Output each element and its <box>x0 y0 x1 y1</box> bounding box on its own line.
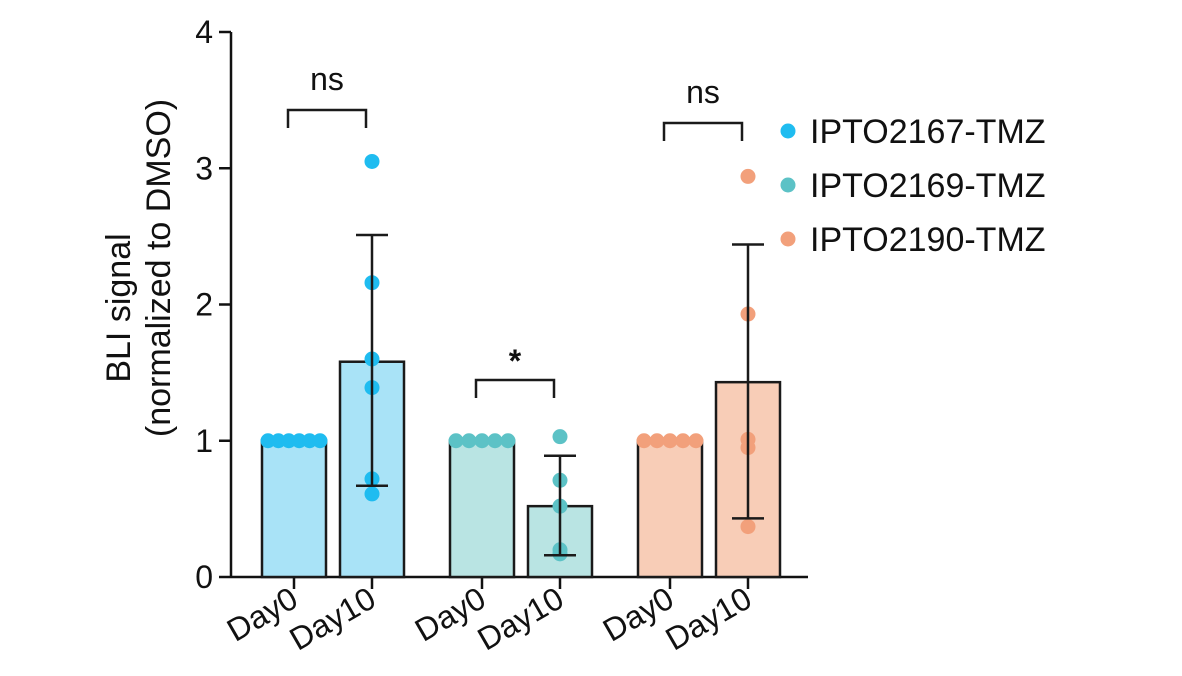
x-category-label: Day10 <box>471 580 569 657</box>
bars <box>260 360 782 579</box>
y-tick-label: 1 <box>195 423 213 459</box>
data-point <box>675 433 691 449</box>
data-point <box>448 433 464 449</box>
legend-marker <box>780 231 796 247</box>
x-category-label: Day10 <box>659 580 757 657</box>
x-category-label: Day10 <box>283 580 381 657</box>
data-point <box>260 433 276 449</box>
significance-label: ns <box>310 61 344 97</box>
significance-bracket <box>286 108 368 128</box>
data-point <box>740 519 756 535</box>
y-axis-title-line1: BLI signal <box>100 233 138 382</box>
error-bars <box>356 233 764 557</box>
significance-annotations: ns * ns <box>286 61 744 398</box>
data-point <box>474 433 490 449</box>
bar-ipto2169-tmz-day0 <box>448 439 516 579</box>
y-tick-label: 4 <box>195 14 213 50</box>
legend: IPTO2167-TMZ IPTO2169-TMZ IPTO2190-TMZ <box>780 113 1046 259</box>
data-point <box>291 433 307 449</box>
significance-bracket <box>474 378 556 398</box>
data-point <box>281 433 297 449</box>
data-point <box>312 433 328 449</box>
data-point <box>500 433 516 449</box>
data-point <box>270 433 286 449</box>
bar-ipto2190-tmz-day0 <box>636 439 704 579</box>
legend-marker <box>780 177 796 193</box>
data-point <box>552 429 568 445</box>
data-point <box>364 153 380 169</box>
data-point <box>662 433 678 449</box>
significance-label: * <box>509 343 522 379</box>
data-point <box>302 433 318 449</box>
data-point <box>649 433 665 449</box>
data-point <box>364 486 380 502</box>
data-point <box>636 433 652 449</box>
significance-bracket <box>662 121 744 141</box>
legend-label: IPTO2190-TMZ <box>810 221 1046 259</box>
legend-label: IPTO2167-TMZ <box>810 113 1046 151</box>
data-point <box>487 433 503 449</box>
y-tick-label: 0 <box>195 559 213 595</box>
y-tick-label: 3 <box>195 150 213 186</box>
data-point <box>740 168 756 184</box>
significance-label: ns <box>686 74 720 110</box>
legend-label: IPTO2169-TMZ <box>810 167 1046 205</box>
y-tick-label: 2 <box>195 287 213 323</box>
y-axis-title-line2: (normalized to DMSO) <box>140 99 178 437</box>
legend-marker <box>780 123 796 139</box>
bar-ipto2167-tmz-day0 <box>260 439 328 579</box>
data-point <box>461 433 477 449</box>
data-point <box>688 433 704 449</box>
